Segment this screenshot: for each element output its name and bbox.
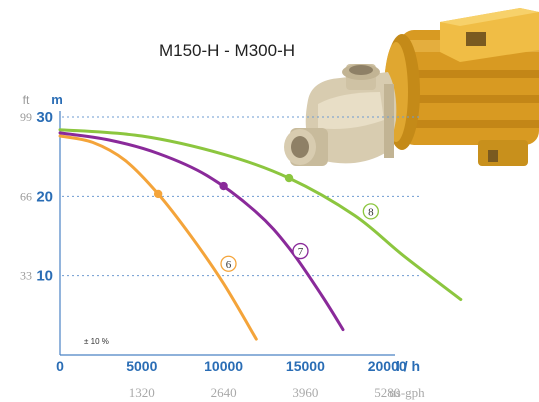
x-tick-label: 0	[56, 358, 64, 374]
x2-tick-label: 5280	[374, 385, 400, 400]
x2-axis-unit: us-gph	[389, 385, 425, 400]
curve-6: 6	[58, 134, 258, 341]
x-tick-label: 15000	[286, 358, 325, 374]
y-tick-label-ft: 33	[20, 269, 32, 283]
x-tick-label: 20000	[368, 358, 407, 374]
x2-tick-label: 3960	[292, 385, 318, 400]
curve-8: 8	[58, 128, 463, 301]
curve-label-6: 6	[226, 259, 232, 271]
tick-labels: 10 20 30 33 66 99 0 5000 10000 15000 20000 1320 2640…	[20, 109, 407, 400]
y-tick-label-ft: 99	[20, 110, 32, 124]
curve-label-circle-8	[362, 203, 379, 220]
x-tick-label: 10000	[204, 358, 243, 374]
curve-marker-8	[284, 173, 294, 183]
y-tick-label-m: 20	[36, 188, 53, 205]
x2-tick-label: 1320	[129, 385, 155, 400]
curve-marker-7	[219, 181, 228, 191]
y-tick-label-ft: 66	[20, 189, 32, 203]
x-axis-unit: l / h	[396, 358, 420, 374]
chart-title: M150-H - M300-H	[159, 41, 295, 60]
curve-label-circle-6	[220, 255, 237, 272]
curve-marker-6	[153, 189, 163, 199]
chart-axes	[59, 111, 395, 356]
y-tick-label-m: 30	[36, 109, 53, 126]
y-tick-label-m: 10	[36, 268, 53, 285]
curve-label-7: 7	[298, 246, 304, 258]
curve-7: 7	[58, 131, 345, 332]
pump-curves: 6 7 8	[58, 128, 463, 341]
y-axis-unit-ft: ft	[23, 93, 30, 107]
y-axis-unit-m: m	[51, 92, 63, 107]
curve-label-circle-7	[292, 242, 309, 260]
pump-illustration	[284, 8, 539, 166]
tolerance-note: ± 10 %	[84, 337, 109, 346]
curve-line-6	[58, 134, 258, 341]
curve-line-7	[58, 131, 345, 332]
x2-tick-label: 2640	[211, 385, 237, 400]
x-tick-label: 5000	[126, 358, 157, 374]
curve-label-8: 8	[368, 206, 374, 218]
